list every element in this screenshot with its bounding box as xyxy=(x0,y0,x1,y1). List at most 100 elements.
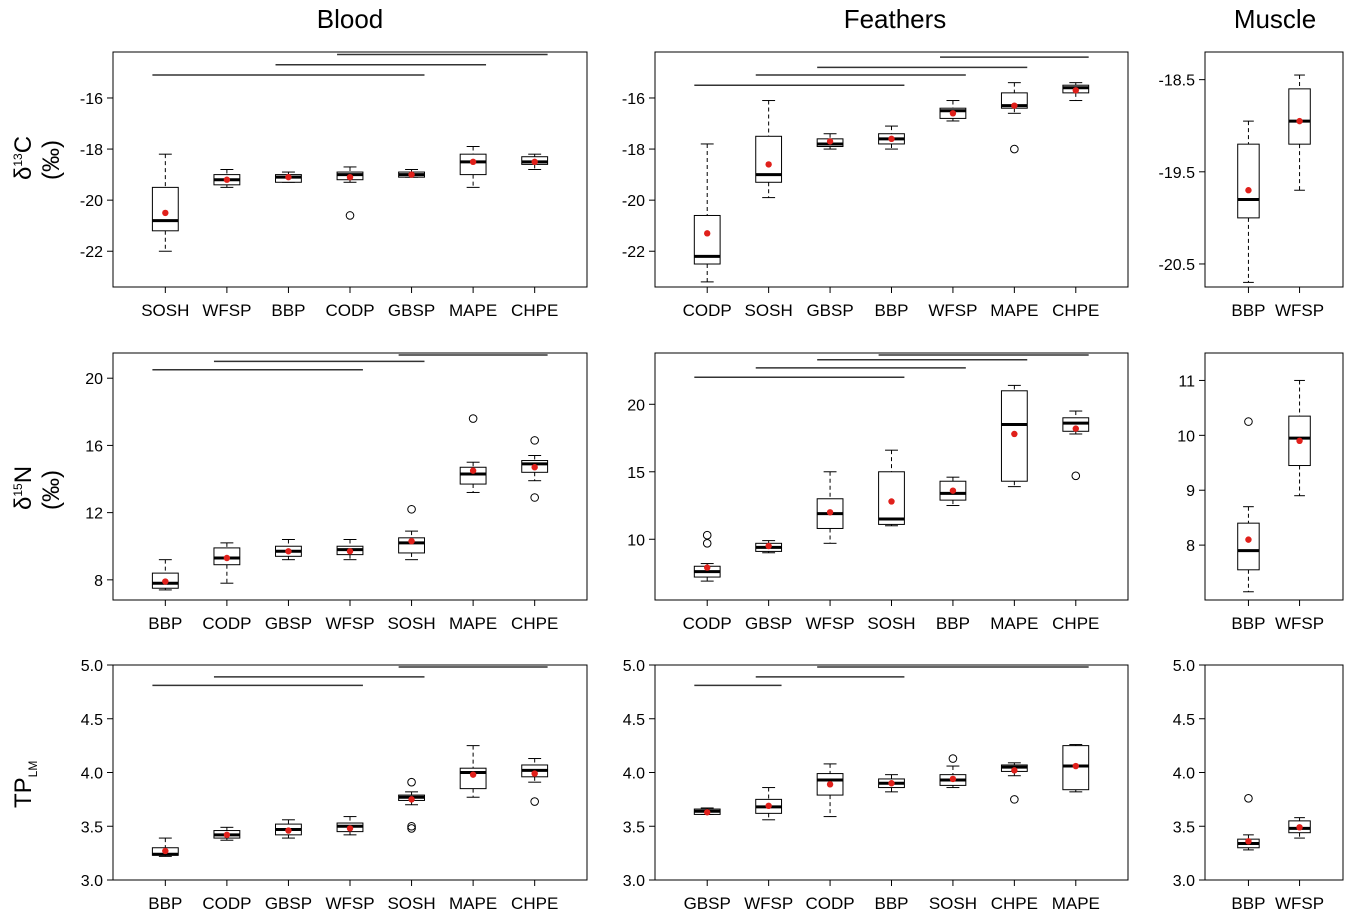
feathers-d15n-box-bbp xyxy=(939,476,967,507)
muscle-tp-xtick-label: BBP xyxy=(1231,894,1265,911)
mean-point xyxy=(704,564,711,571)
blood-d15n-ytick-label: 12 xyxy=(85,506,103,523)
feathers-tp-xtick-label: CODP xyxy=(806,894,855,911)
feathers-d13c-ytick-label: -18 xyxy=(622,142,645,159)
feathers-tp-box-chpe xyxy=(1000,762,1028,804)
blood-tp-xtick-label: CODP xyxy=(202,894,251,911)
muscle-tp-frame xyxy=(1204,664,1344,881)
feathers-d13c-xtick-label: WFSP xyxy=(928,301,977,320)
blood-column-title: Blood xyxy=(316,4,384,34)
feathers-tp-xtick-label: SOSH xyxy=(929,894,977,911)
mean-point xyxy=(704,230,711,237)
feathers-d13c-xtick-label: CHPE xyxy=(1052,301,1099,320)
blood-d13c-xtick-label: WFSP xyxy=(202,301,251,320)
outlier-point xyxy=(702,530,712,540)
iqr-box xyxy=(151,186,179,232)
mean-point xyxy=(469,467,477,474)
muscle-tp-ytick-label: 4.0 xyxy=(1173,766,1195,783)
muscle-d15n-ytick-label: 11 xyxy=(1178,373,1195,390)
feathers-tp-box-codp xyxy=(816,763,844,818)
muscle-tp-xtick-label: WFSP xyxy=(1275,894,1324,911)
blood-d15n-box-mape xyxy=(459,414,487,493)
feathers-d13c-box-wfsp xyxy=(939,100,967,122)
mean-point xyxy=(765,802,772,810)
muscle-column-title: Muscle xyxy=(1233,4,1317,34)
mean-point xyxy=(888,780,895,787)
blood-tp-box-gbsp xyxy=(275,819,302,839)
muscle-d15n-frame xyxy=(1204,352,1344,601)
blood-d13c-ytick-label: -18 xyxy=(80,142,103,159)
blood-d13c-xtick-label: BBP xyxy=(271,301,305,320)
outlier-point xyxy=(407,777,416,787)
blood-d15n-box-chpe xyxy=(521,436,549,502)
feathers-d15n-box-codp xyxy=(693,530,721,582)
muscle-d15n-ytick-label: 8 xyxy=(1186,538,1195,555)
feathers-d13c-box-mape xyxy=(1000,82,1028,154)
blood-tp-xtick-label: GBSP xyxy=(265,894,312,911)
mean-point xyxy=(1245,838,1252,845)
muscle-tp-box-wfsp xyxy=(1288,817,1311,839)
blood-d13c-box-mape xyxy=(459,146,487,188)
blood-tp-ytick-label: 4.0 xyxy=(81,766,103,783)
blood-tp-box-sosh xyxy=(398,777,425,833)
feathers-d13c-box-gbsp xyxy=(816,133,844,150)
feathers-tp-box-bbp xyxy=(878,774,905,793)
outlier-point xyxy=(345,211,355,220)
blood-d15n-frame xyxy=(112,352,588,601)
blood-tp-frame xyxy=(112,664,588,881)
blood-tp-xtick-label: WFSP xyxy=(325,894,374,911)
feathers-tp-xtick-label: MAPE xyxy=(1052,894,1100,911)
muscle-d13c-xtick-label: WFSP xyxy=(1275,301,1324,320)
mean-point xyxy=(285,173,292,181)
blood-d15n-ytick-label: 20 xyxy=(85,371,103,388)
mean-point xyxy=(1011,102,1018,109)
feathers-tp-box-wfsp xyxy=(755,787,783,821)
feathers-d13c-panel: -16 -18 -20 -22 CODP SOSH GBSP BBP WFSP MAPE CHPE xyxy=(622,51,1129,320)
mean-point xyxy=(949,110,957,117)
feathers-tp-box-gbsp xyxy=(693,807,721,816)
blood-d15n-xtick-label: MAPE xyxy=(449,614,497,633)
mean-point xyxy=(223,176,231,183)
mean-point xyxy=(888,135,895,143)
mean-point xyxy=(1011,767,1018,774)
muscle-d15n-ytick-label: 9 xyxy=(1186,483,1195,500)
feathers-d13c-box-chpe xyxy=(1062,82,1090,102)
outlier-point xyxy=(530,797,539,806)
muscle-d15n-xtick-label: WFSP xyxy=(1275,614,1324,633)
feathers-d15n-xtick-label: CODP xyxy=(683,614,732,633)
mean-point xyxy=(408,796,415,803)
blood-d13c-xtick-label: SOSH xyxy=(141,301,189,320)
feathers-d13c-box-codp xyxy=(693,143,721,283)
mean-point xyxy=(346,548,354,555)
mean-point xyxy=(531,158,538,166)
mean-point xyxy=(949,775,957,783)
outlier-point xyxy=(530,493,539,502)
blood-d13c-box-gbsp xyxy=(398,169,425,178)
mean-point xyxy=(531,770,538,777)
muscle-d13c-panel: -18.5 -19.5 -20.5 BBP WFSP xyxy=(1159,51,1344,320)
feathers-tp-ytick-label: 5.0 xyxy=(623,658,645,675)
muscle-d13c-box-wfsp xyxy=(1288,74,1311,191)
blood-d15n-xtick-label: SOSH xyxy=(387,614,435,633)
mean-point xyxy=(1296,117,1303,125)
blood-d13c-panel: -16 -18 -20 -22 SOSH WFSP BBP CODP GBSP MAPE CHPE xyxy=(80,51,588,320)
iqr-box xyxy=(878,471,905,525)
feathers-tp-box-sosh xyxy=(939,754,967,789)
mean-point xyxy=(469,771,477,778)
blood-tp-box-chpe xyxy=(521,758,549,806)
blood-d15n-ytick-label: 16 xyxy=(85,438,103,455)
muscle-d13c-xtick-label: BBP xyxy=(1231,301,1265,320)
blood-tp-ytick-label: 4.5 xyxy=(81,712,103,729)
muscle-d15n-xtick-label: BBP xyxy=(1231,614,1265,633)
mean-point xyxy=(1245,536,1252,543)
muscle-d13c-box-bbp xyxy=(1237,120,1260,283)
feathers-d15n-box-sosh xyxy=(878,449,905,527)
blood-d13c-xtick-label: CHPE xyxy=(511,301,558,320)
outlier-point xyxy=(407,504,416,514)
mean-point xyxy=(346,825,354,832)
muscle-d15n-box-bbp xyxy=(1237,417,1260,593)
blood-d13c-xtick-label: MAPE xyxy=(449,301,497,320)
feathers-d15n-xtick-label: MAPE xyxy=(990,614,1038,633)
mean-point xyxy=(1245,187,1252,194)
outlier-point xyxy=(1244,417,1253,426)
